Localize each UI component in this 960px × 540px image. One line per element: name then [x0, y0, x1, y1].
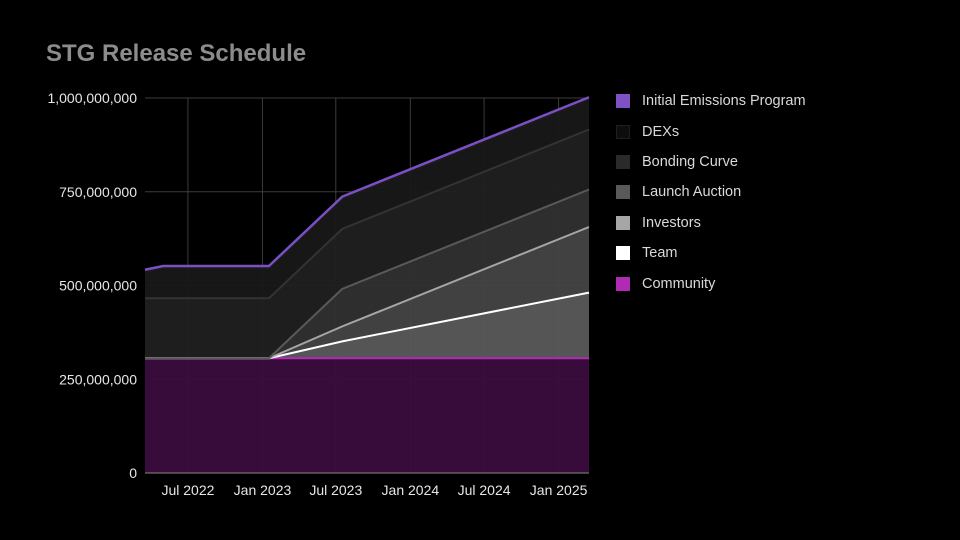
line-bonding-curve [145, 128, 590, 300]
legend-label: Launch Auction [642, 184, 742, 201]
area-team [145, 292, 589, 359]
area-investors [145, 227, 589, 359]
x-tick-label: Jul 2023 [309, 482, 362, 498]
line-dexs [144, 98, 590, 273]
legend-item-initial-emissions-program: Initial Emissions Program [616, 86, 806, 116]
legend-swatch [616, 154, 630, 169]
legend-swatch [616, 215, 630, 230]
legend-item-launch-auction: Launch Auction [616, 177, 806, 207]
legend-item-bonding-curve: Bonding Curve [616, 147, 806, 177]
legend-swatch [616, 246, 630, 261]
x-tick-label: Jul 2024 [458, 482, 511, 498]
legend-swatch [616, 124, 630, 139]
legend-item-team: Team [616, 238, 806, 268]
legend-label: DEXs [642, 123, 680, 140]
legend-item-investors: Investors [616, 208, 806, 238]
legend: Initial Emissions Program DEXs Bonding Cur… [616, 86, 806, 299]
legend-label: Community [642, 275, 716, 292]
x-tick-label: Jan 2023 [234, 482, 292, 498]
legend-label: Bonding Curve [642, 153, 738, 170]
x-tick-label: Jan 2024 [382, 482, 440, 498]
line-launch-auction [145, 188, 590, 360]
legend-label: Team [642, 245, 678, 262]
chart-title: STG Release Schedule [46, 40, 307, 67]
y-tick-label: 0 [129, 465, 137, 481]
legend-label: Investors [642, 214, 701, 231]
x-tick-label: Jan 2025 [530, 482, 588, 498]
series-lines [144, 96, 590, 360]
stacked-areas [145, 97, 589, 473]
legend-swatch [616, 185, 630, 200]
area-dexs [145, 99, 589, 299]
area-community [145, 358, 589, 473]
legend-item-community: Community [616, 268, 806, 298]
y-tick-label: 250,000,000 [59, 371, 137, 387]
y-tick-label: 1,000,000,000 [47, 90, 137, 106]
y-tick-label: 750,000,000 [59, 184, 137, 200]
legend-label: Initial Emissions Program [642, 93, 806, 110]
tick-labels: 0 250,000,000 500,000,000 750,000,000 1,000,… [47, 90, 587, 498]
legend-item-dexs: DEXs [616, 116, 806, 146]
y-tick-label: 500,000,000 [59, 278, 137, 294]
legend-swatch [616, 276, 630, 291]
x-tick-label: Jul 2022 [161, 482, 214, 498]
legend-swatch [616, 94, 630, 109]
area-bonding-curve [145, 129, 589, 359]
line-initial-emissions-program [144, 96, 590, 271]
